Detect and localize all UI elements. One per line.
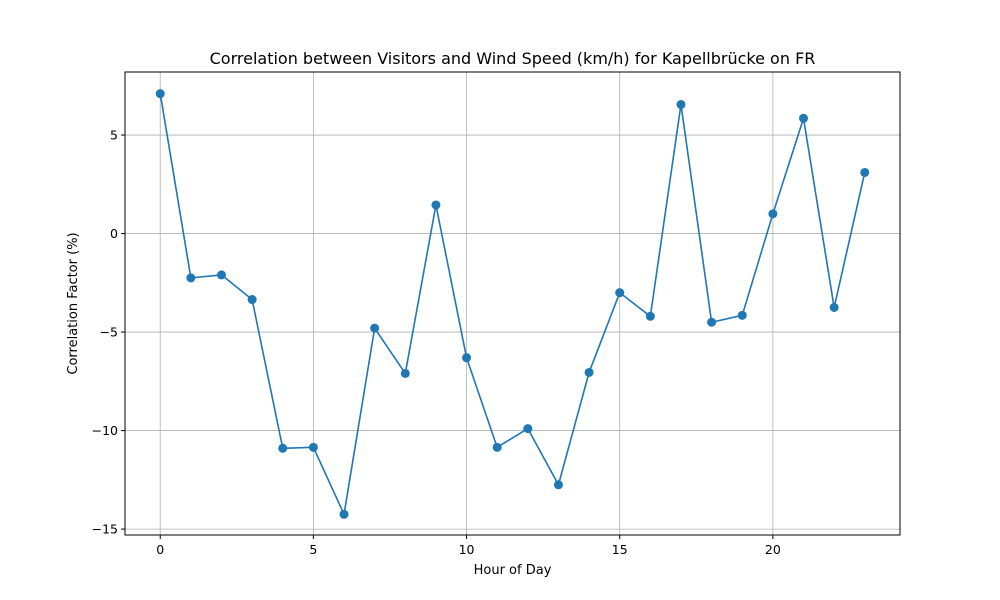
data-point [308,442,318,452]
data-point [584,367,594,377]
data-point [339,509,349,519]
x-tick-label: 20 [765,542,781,557]
plot-frame [124,71,901,536]
data-point [247,295,257,305]
y-tick-label: 0 [110,226,118,241]
data-point [707,317,717,327]
data-point [523,424,533,434]
data-point [492,442,502,452]
series-line [159,93,866,516]
data-point [431,200,441,210]
data-point [829,302,839,312]
data-point [400,368,410,378]
axis-ticks: 0 5 10 15 20 −15 −10 −5 0 5 [92,128,781,557]
data-point [216,270,226,280]
x-tick-label: 0 [156,542,164,557]
data-point [553,480,563,490]
data-point [615,288,625,298]
data-point [645,311,655,321]
data-point [737,310,747,320]
data-point [370,323,380,333]
data-point [676,100,686,110]
data-point [278,443,288,453]
x-tick-label: 5 [309,542,317,557]
y-tick-label: −10 [92,423,118,438]
x-tick-label: 15 [612,542,628,557]
data-point [462,353,472,363]
series-layer [155,89,870,519]
data-point [155,89,165,99]
data-point [799,113,809,123]
x-tick-label: 10 [459,542,475,557]
y-tick-label: −15 [92,522,118,537]
y-tick-label: −5 [100,325,118,340]
chart-title: Correlation between Visitors and Wind Sp… [210,49,816,68]
y-tick-label: 5 [110,128,118,143]
data-point [768,209,778,219]
grid-lines [125,72,900,535]
x-axis-label: Hour of Day [474,563,552,578]
y-axis-label: Correlation Factor (%) [66,232,81,374]
data-point [860,167,870,177]
data-point [186,273,196,283]
